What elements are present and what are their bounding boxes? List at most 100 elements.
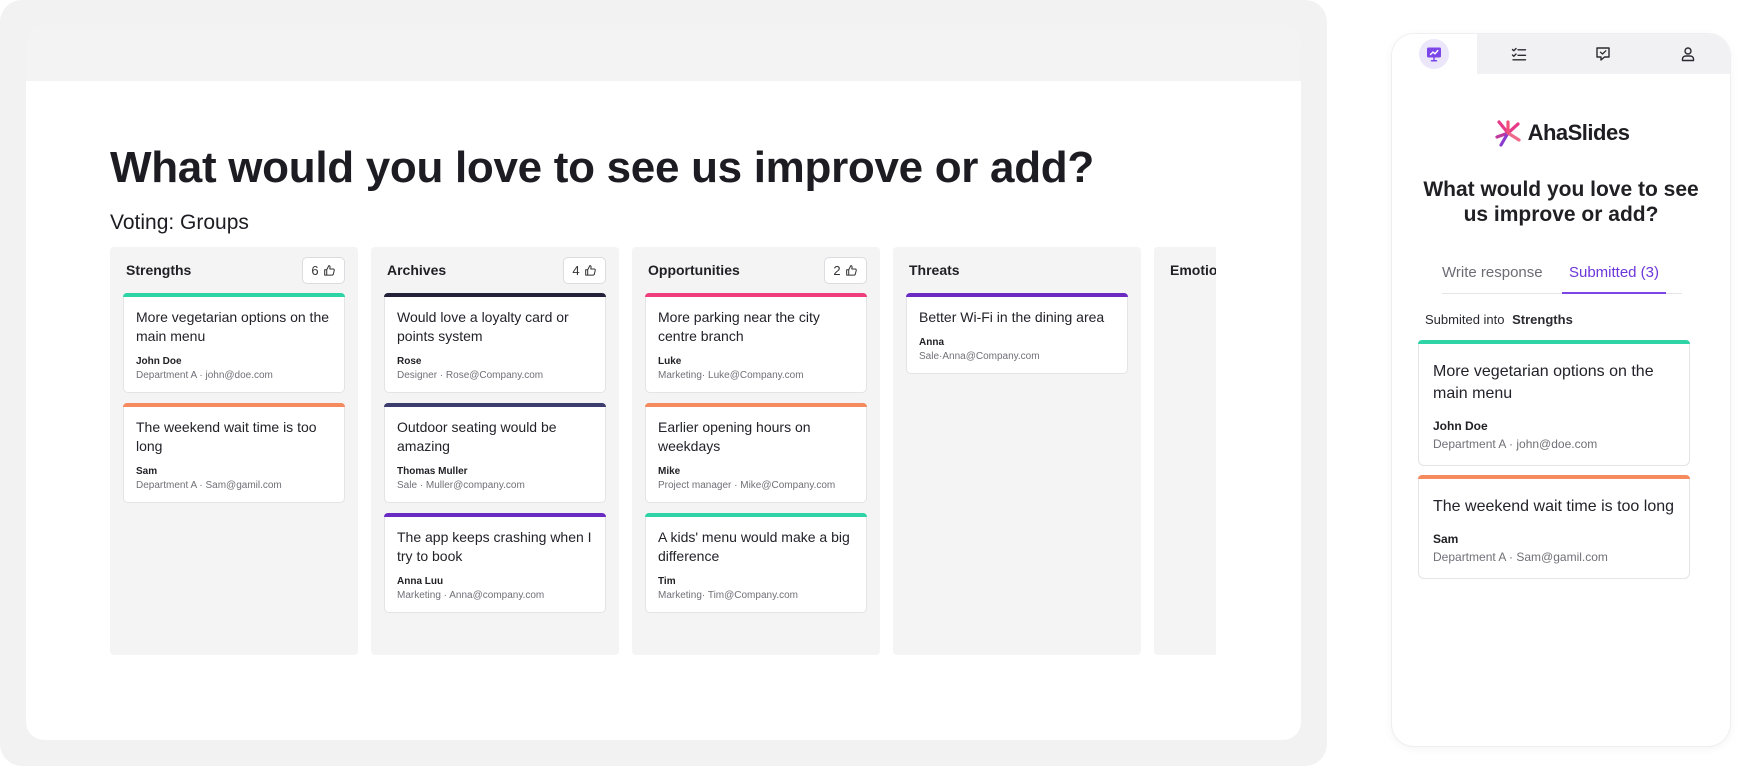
column-emotions: Emotions: [1154, 247, 1216, 655]
card-meta: Sale·Anna@Company.com: [919, 351, 1040, 362]
card-color-bar: [123, 293, 345, 297]
submitted-cards: More vegetarian options on the main menu…: [1418, 340, 1690, 588]
vote-count: 6: [311, 262, 319, 278]
card-color-bar: [384, 293, 606, 297]
vote-count-badge[interactable]: 4: [563, 256, 606, 284]
tab-write-response[interactable]: Write response: [1442, 264, 1543, 281]
card-text: Would love a loyalty card or points syst…: [397, 309, 569, 344]
idea-card[interactable]: Outdoor seating would be amazing Thomas M…: [384, 403, 606, 503]
column-header: Strengths 6: [110, 247, 358, 293]
card-meta: Marketing· Tim@Company.com: [658, 590, 798, 601]
card-text: Earlier opening hours on weekdays: [658, 419, 811, 454]
card-text: The weekend wait time is too long: [136, 419, 317, 454]
card-text: More parking near the city centre branch: [658, 309, 820, 344]
ahaslides-logo-icon: [1494, 120, 1521, 147]
card-author: Anna Luu: [397, 576, 444, 587]
card-text: More vegetarian options on the main menu: [136, 309, 330, 344]
card-text: Better Wi-Fi in the dining area: [919, 309, 1105, 325]
card-meta: Marketing · Anna@company.com: [397, 590, 545, 601]
idea-card[interactable]: Would love a loyalty card or points syst…: [384, 293, 606, 393]
thumbs-up-icon: [323, 264, 335, 276]
submitted-into-label: Submited into: [1425, 312, 1505, 327]
card-meta: Department A · Sam@gamil.com: [1433, 550, 1608, 564]
card-text: The weekend wait time is too long: [1433, 498, 1675, 515]
submitted-card: The weekend wait time is too long Sam De…: [1418, 475, 1690, 579]
card-author: Mike: [658, 466, 681, 477]
card-text: Outdoor seating would be amazing: [397, 419, 557, 454]
vote-count: 2: [833, 262, 841, 278]
submitted-into-group: Strengths: [1512, 312, 1573, 327]
card-meta: Marketing· Luke@Company.com: [658, 370, 804, 381]
column-header: Threats: [893, 247, 1141, 293]
column-name: Emotions: [1170, 262, 1216, 278]
card-meta: Department A · Sam@gamil.com: [136, 480, 282, 491]
card-color-bar: [906, 293, 1128, 297]
brand-name: AhaSlides: [1527, 120, 1630, 145]
slide-title: What would you love to see us improve or…: [110, 143, 1094, 192]
column-name: Threats: [909, 262, 960, 278]
card-color-bar: [645, 403, 867, 407]
idea-card[interactable]: The app keeps crashing when I try to boo…: [384, 513, 606, 613]
column-name: Archives: [387, 262, 447, 278]
column-archives: Archives 4 Would love a loyalty card or po…: [371, 247, 619, 655]
idea-card[interactable]: A kids' menu would make a big difference…: [645, 513, 867, 613]
card-meta: Designer · Rose@Company.com: [397, 370, 544, 381]
card-author: Rose: [397, 356, 422, 367]
card-color-bar: [384, 513, 606, 517]
presenter-topbar: [26, 25, 1301, 81]
column-name: Opportunities: [648, 262, 740, 278]
card-text: A kids' menu would make a big difference: [658, 529, 850, 564]
card-meta: Sale · Muller@company.com: [397, 480, 525, 491]
presenter-screen: What would you love to see us improve or…: [26, 25, 1301, 740]
column-strengths: Strengths 6 More vegetarian options on the…: [110, 247, 358, 655]
brainstorm-board: Strengths 6 More vegetarian options on the…: [110, 247, 1216, 655]
card-author: Thomas Muller: [397, 466, 468, 477]
thumbs-up-icon: [584, 264, 596, 276]
idea-card[interactable]: Better Wi-Fi in the dining area Anna Sale·…: [906, 293, 1128, 374]
vote-count-badge[interactable]: 2: [824, 256, 867, 284]
submitted-into-line: Submited into Strengths: [1425, 312, 1573, 327]
tab-chat[interactable]: [1561, 34, 1646, 74]
column-threats: Threats Better Wi-Fi in the dining area An…: [893, 247, 1141, 655]
column-header: Opportunities 2: [632, 247, 880, 293]
presentation-icon: [1419, 39, 1450, 69]
card-author: Sam: [1433, 532, 1459, 546]
user-icon: [1673, 39, 1703, 69]
card-color-bar: [1418, 475, 1690, 479]
audience-phone: AhaSlides What would you love to see us …: [1392, 34, 1730, 746]
card-author: John Doe: [1433, 419, 1488, 433]
idea-card[interactable]: The weekend wait time is too long Sam Depa…: [123, 403, 345, 503]
card-meta: Project manager · Mike@Company.com: [658, 480, 836, 491]
column-header: Emotions: [1154, 247, 1216, 293]
idea-card[interactable]: More vegetarian options on the main menu…: [123, 293, 345, 393]
active-tab-indicator: [1562, 292, 1666, 294]
tab-submitted[interactable]: Submitted (3): [1568, 264, 1660, 281]
brand-logo: AhaSlides: [1392, 118, 1730, 148]
card-text: More vegetarian options on the main menu: [1433, 363, 1654, 402]
tab-profile[interactable]: [1645, 34, 1730, 74]
response-tabs: Write response Submitted (3): [1442, 264, 1682, 294]
submitted-card: More vegetarian options on the main menu…: [1418, 340, 1690, 466]
column-header: Archives 4: [371, 247, 619, 293]
idea-card[interactable]: Earlier opening hours on weekdays Mike Pro…: [645, 403, 867, 503]
card-author: Anna: [919, 337, 944, 348]
tab-presentation[interactable]: [1392, 34, 1477, 74]
card-color-bar: [384, 403, 606, 407]
card-author: Sam: [136, 466, 158, 477]
card-meta: Department A · john@doe.com: [1433, 437, 1598, 451]
card-text: The app keeps crashing when I try to boo…: [397, 529, 592, 564]
thumbs-up-icon: [845, 264, 857, 276]
card-author: Luke: [658, 356, 682, 367]
tab-checklist[interactable]: [1476, 34, 1561, 74]
vote-count-badge[interactable]: 6: [302, 256, 345, 284]
card-color-bar: [1418, 340, 1690, 344]
card-color-bar: [645, 293, 867, 297]
idea-card[interactable]: More parking near the city centre branch…: [645, 293, 867, 393]
vote-count: 4: [572, 262, 580, 278]
card-color-bar: [123, 403, 345, 407]
card-meta: Department A · john@doe.com: [136, 370, 273, 381]
phone-question: What would you love to see us improve or…: [1423, 178, 1699, 226]
card-color-bar: [645, 513, 867, 517]
chat-icon: [1588, 39, 1618, 69]
column-name: Strengths: [126, 262, 192, 278]
